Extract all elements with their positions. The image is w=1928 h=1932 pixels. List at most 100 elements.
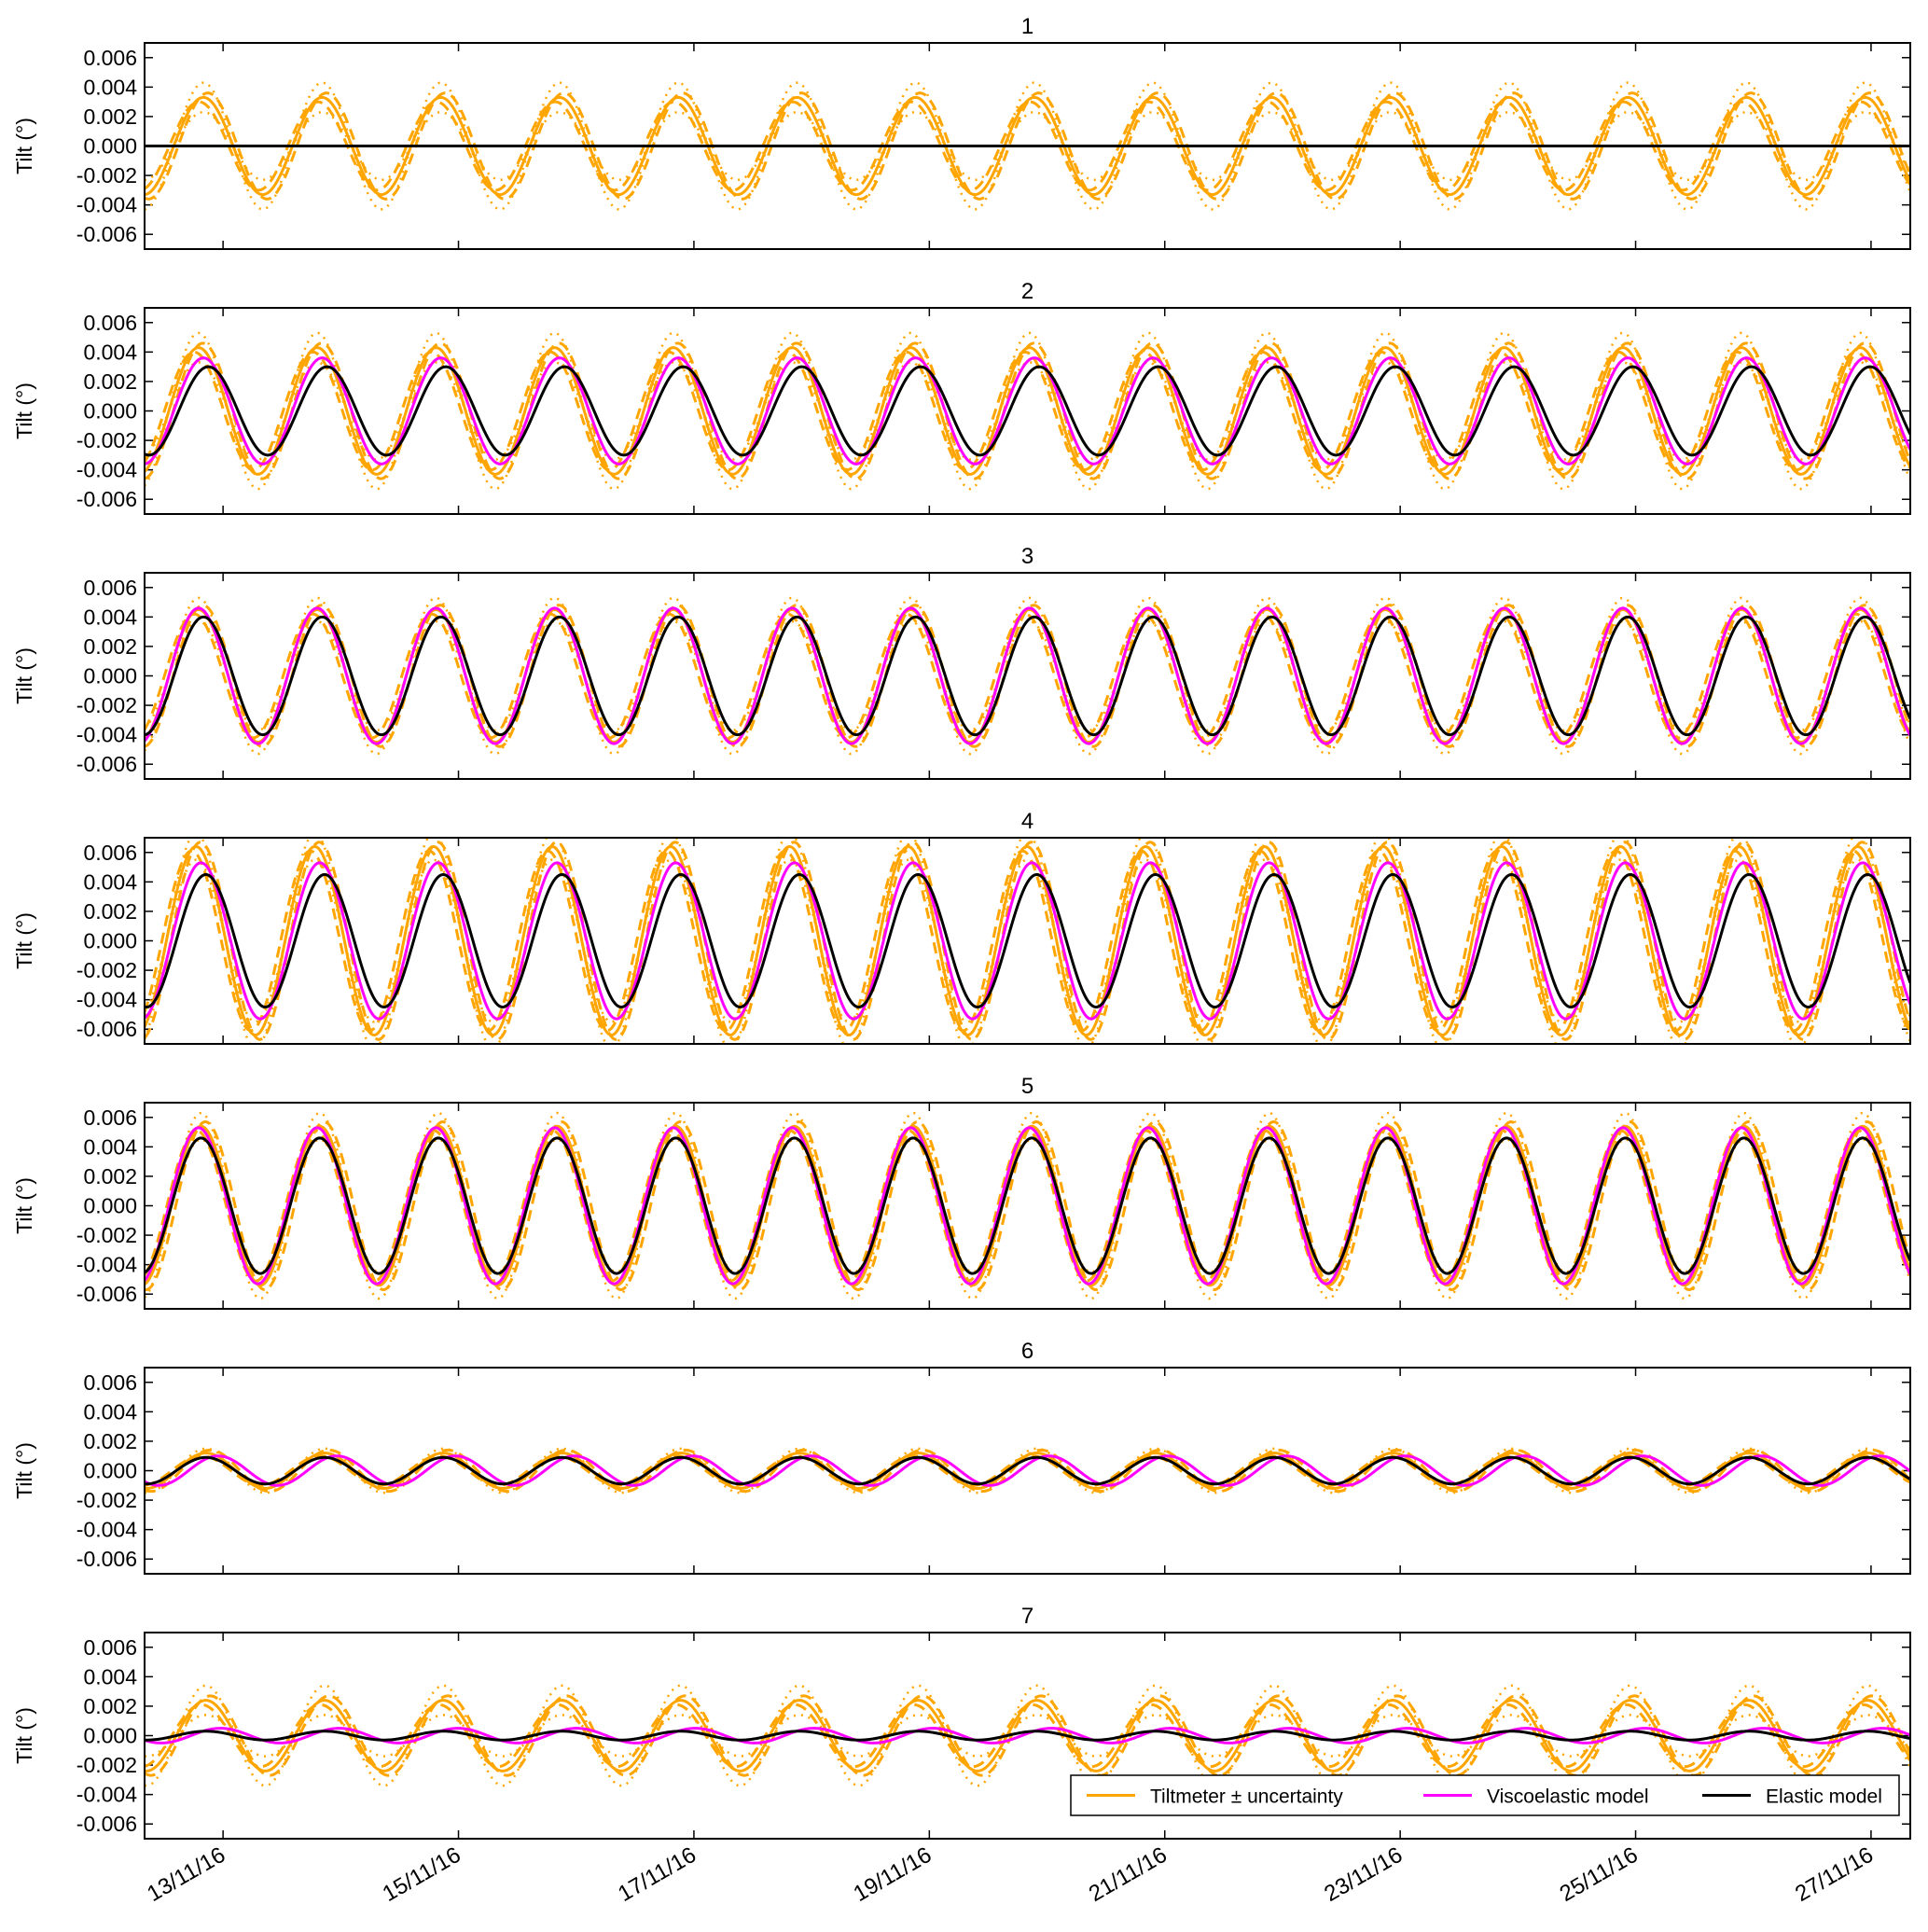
y-tick-label: -0.002 bbox=[76, 1223, 137, 1247]
panel-frame bbox=[144, 572, 1911, 780]
plot-area bbox=[145, 1447, 1910, 1494]
panel-title: 4 bbox=[1021, 809, 1033, 834]
y-tick-label: -0.004 bbox=[76, 1783, 137, 1807]
y-tick-label: 0.004 bbox=[83, 1134, 137, 1159]
panel-title: 5 bbox=[1021, 1074, 1033, 1099]
legend-box bbox=[1070, 1774, 1900, 1816]
tiltmeter-outer-upper bbox=[145, 331, 1910, 491]
viscoelastic-line bbox=[145, 606, 1910, 745]
panel-frame bbox=[144, 1102, 1911, 1310]
panel-6: 6 Tilt (°) 0.006 0.004 0.002 0.000 -0.002 -0.00… bbox=[12, 1339, 1911, 1575]
y-tick-label: -0.002 bbox=[76, 1753, 137, 1777]
y-axis-label: Tilt (°) bbox=[12, 1177, 36, 1234]
x-tick-label: 27/11/16 bbox=[1791, 1842, 1878, 1907]
legend-label: Viscoelastic model bbox=[1487, 1786, 1649, 1808]
x-tick-label: 17/11/16 bbox=[614, 1842, 700, 1907]
y-tick-label: 0.000 bbox=[83, 664, 137, 688]
panel-7: 7 Tilt (°) 0.006 0.004 0.002 0.000 -0.002 -0.00… bbox=[12, 1604, 1911, 1907]
elastic-line bbox=[145, 1730, 1910, 1742]
y-tick-label: 0.002 bbox=[83, 634, 137, 659]
x-tick-label: 21/11/16 bbox=[1085, 1842, 1172, 1907]
y-tick-label: 0.002 bbox=[83, 104, 137, 129]
panel-frame bbox=[144, 1632, 1911, 1840]
tiltmeter-line bbox=[145, 95, 1910, 197]
y-tick-label: -0.002 bbox=[76, 958, 137, 982]
y-tick-label: 0.000 bbox=[83, 1194, 137, 1218]
y-axis-label: Tilt (°) bbox=[12, 912, 36, 969]
y-axis-label: Tilt (°) bbox=[12, 1442, 36, 1499]
tiltmeter-inner-lower bbox=[145, 350, 1910, 472]
tiltmeter-inner-upper bbox=[145, 841, 1910, 1041]
y-tick-label: -0.004 bbox=[76, 723, 137, 747]
tiltmeter-line bbox=[145, 844, 1910, 1037]
y-tick-label: -0.004 bbox=[76, 1253, 137, 1277]
tiltmeter-outer-upper bbox=[145, 1684, 1910, 1787]
viscoelastic-line bbox=[145, 861, 1910, 1021]
y-tick-label: -0.004 bbox=[76, 458, 137, 482]
plot-area bbox=[145, 81, 1910, 211]
elastic-line bbox=[145, 872, 1910, 1009]
y-tick-label: 0.002 bbox=[83, 1164, 137, 1188]
panel-title: 6 bbox=[1021, 1339, 1033, 1364]
y-tick-label: 0.006 bbox=[83, 576, 137, 600]
y-tick-label: -0.006 bbox=[76, 1282, 137, 1306]
x-tick-label: 23/11/16 bbox=[1320, 1842, 1407, 1907]
panel-frame bbox=[144, 42, 1911, 250]
panel-frame bbox=[144, 837, 1911, 1045]
tiltmeter-outer-lower bbox=[145, 110, 1910, 182]
y-tick-label: -0.002 bbox=[76, 428, 137, 452]
tiltmeter-line bbox=[145, 607, 1910, 744]
y-tick-label: 0.006 bbox=[83, 1370, 137, 1395]
x-tick-label: 15/11/16 bbox=[379, 1842, 465, 1907]
y-tick-label: 0.004 bbox=[83, 869, 137, 894]
tiltmeter-line bbox=[145, 346, 1910, 476]
y-tick-label: -0.004 bbox=[76, 988, 137, 1012]
plot-area bbox=[145, 596, 1910, 756]
plot-area bbox=[145, 331, 1910, 491]
tiltmeter-inner-lower bbox=[145, 612, 1910, 740]
y-tick-label: 0.006 bbox=[83, 1105, 137, 1130]
y-tick-label: -0.002 bbox=[76, 1488, 137, 1512]
tiltmeter-outer-lower bbox=[145, 1714, 1910, 1758]
tiltmeter-inner-upper bbox=[145, 604, 1910, 748]
panel-3: 3 Tilt (°) 0.006 0.004 0.002 0.000 -0.002 -0.00… bbox=[12, 544, 1911, 780]
y-tick-label: 0.000 bbox=[83, 929, 137, 953]
y-tick-label: -0.006 bbox=[76, 1017, 137, 1041]
x-tick-label: 13/11/16 bbox=[143, 1842, 229, 1907]
y-axis-label: Tilt (°) bbox=[12, 647, 36, 704]
plot-area bbox=[145, 838, 1910, 1044]
panel-title: 2 bbox=[1021, 279, 1033, 304]
panel-frame bbox=[144, 307, 1911, 515]
tiltmeter-line bbox=[145, 1699, 1910, 1772]
elastic-line bbox=[145, 365, 1910, 457]
viscoelastic-line bbox=[145, 1126, 1910, 1286]
y-tick-label: 0.000 bbox=[83, 399, 137, 424]
y-axis-label: Tilt (°) bbox=[12, 382, 36, 439]
y-tick-label: 0.000 bbox=[83, 134, 137, 159]
y-tick-label: -0.002 bbox=[76, 693, 137, 717]
y-tick-label: 0.004 bbox=[83, 1664, 137, 1689]
panel-5: 5 Tilt (°) 0.006 0.004 0.002 0.000 -0.002 -0.00… bbox=[12, 1074, 1911, 1310]
y-tick-label: -0.004 bbox=[76, 1518, 137, 1542]
elastic-line bbox=[145, 1455, 1910, 1486]
panel-1: 1 Tilt (°) 0.006 0.004 0.002 0.000 -0.002 -0.00… bbox=[12, 14, 1911, 250]
panel-title: 1 bbox=[1021, 14, 1033, 39]
y-axis-label: Tilt (°) bbox=[12, 1707, 36, 1764]
plot-area bbox=[145, 1111, 1910, 1300]
panel-title: 3 bbox=[1021, 544, 1033, 569]
elastic-line bbox=[145, 615, 1910, 737]
y-tick-label: 0.004 bbox=[83, 1399, 137, 1424]
panel-4: 4 Tilt (°) 0.006 0.004 0.002 0.000 -0.002 -0.00… bbox=[12, 809, 1911, 1045]
tiltmeter-line bbox=[145, 1452, 1910, 1490]
legend-label: Tiltmeter ± uncertainty bbox=[1150, 1786, 1343, 1808]
panel-title: 7 bbox=[1021, 1604, 1033, 1629]
legend: Tiltmeter ± uncertainty Viscoelastic mode… bbox=[1070, 1774, 1900, 1816]
y-tick-label: 0.004 bbox=[83, 340, 137, 364]
legend-label: Elastic model bbox=[1766, 1786, 1882, 1808]
y-tick-label: 0.004 bbox=[83, 75, 137, 99]
y-tick-label: 0.006 bbox=[83, 841, 137, 865]
y-tick-label: -0.002 bbox=[76, 163, 137, 188]
y-tick-label: -0.006 bbox=[76, 752, 137, 776]
tiltmeter-outer-upper bbox=[145, 81, 1910, 211]
y-tick-label: 0.002 bbox=[83, 1429, 137, 1453]
